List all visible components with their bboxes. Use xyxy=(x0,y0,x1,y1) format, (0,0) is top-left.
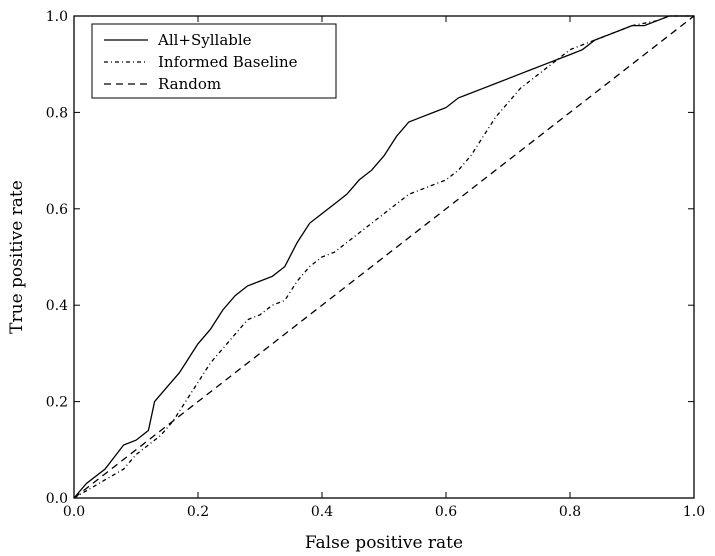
x-tick-label: 0.2 xyxy=(187,504,209,520)
x-tick-label: 0.6 xyxy=(435,504,457,520)
series-line-all-syllable xyxy=(73,15,694,499)
legend-label-informed-baseline: Informed Baseline xyxy=(158,53,298,71)
y-tick-label: 0.2 xyxy=(46,395,68,411)
plot-frame xyxy=(73,15,695,499)
x-tick-label: 0.0 xyxy=(63,504,85,520)
legend-box xyxy=(91,23,337,99)
y-tick-label: 0.8 xyxy=(46,105,68,121)
y-tick-label: 1.0 xyxy=(46,9,68,25)
y-tick-label: 0.4 xyxy=(46,298,68,314)
y-tick-label: 0.6 xyxy=(46,202,68,218)
x-tick-label: 0.4 xyxy=(311,504,333,520)
series-line-random xyxy=(73,15,695,499)
x-tick-label: 0.8 xyxy=(559,504,581,520)
series-layer xyxy=(73,15,695,499)
x-tick-label: 1.0 xyxy=(683,504,705,520)
legend-label-random: Random xyxy=(158,75,221,93)
y-tick-label: 0.0 xyxy=(46,491,68,507)
y-axis-label: True positive rate xyxy=(7,180,27,334)
legend: All+Syllable Informed Baseline Random xyxy=(91,23,337,99)
x-axis-label: False positive rate xyxy=(305,533,463,553)
series-line-informed-baseline xyxy=(73,15,694,499)
legend-label-all-syllable: All+Syllable xyxy=(157,31,252,49)
